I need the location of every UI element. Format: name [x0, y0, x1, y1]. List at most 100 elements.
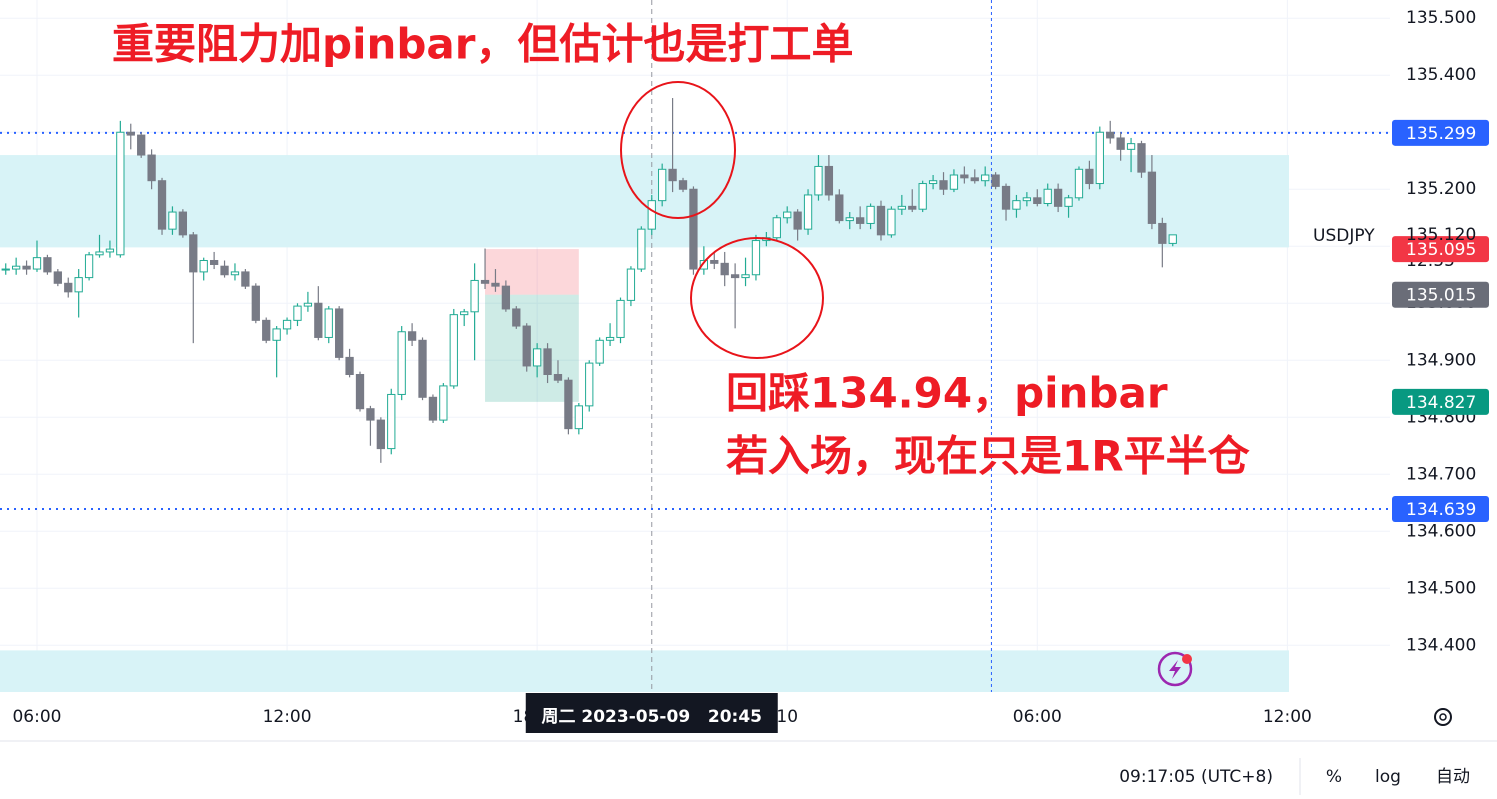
candle-body: [626, 268, 636, 301]
candle-body: [1022, 197, 1032, 202]
candle-body: [168, 211, 177, 230]
x-tick-label: 06:00: [12, 707, 61, 727]
candle-body: [428, 396, 438, 421]
candle-body: [64, 282, 73, 293]
candle-body: [668, 168, 677, 182]
candle-body: [1012, 200, 1021, 210]
candle-body: [324, 308, 333, 338]
candle-body: [730, 274, 740, 279]
candle-body: [981, 174, 990, 182]
candle-body: [928, 180, 938, 185]
crosshair-box: [525, 693, 778, 733]
x-tick-label: 12:00: [263, 707, 312, 727]
candle-body: [1106, 131, 1115, 139]
candle-body: [970, 177, 979, 182]
candle-body: [512, 308, 521, 327]
candle-body: [335, 308, 344, 358]
candle-body: [553, 374, 563, 381]
crosshair-label: 周二 2023-05-09 20:45: [541, 707, 762, 727]
candle-body: [12, 265, 21, 270]
candle-body: [595, 339, 604, 364]
log-toggle[interactable]: log: [1375, 767, 1401, 787]
candle-body: [470, 279, 479, 313]
candle-body: [845, 217, 854, 222]
target-price-label-box: [1392, 388, 1489, 415]
candle-body: [230, 271, 240, 276]
candle-body: [407, 331, 417, 341]
candle-body: [137, 134, 146, 156]
candle-body: [126, 131, 135, 136]
symbol-label: USDJPY: [1313, 226, 1375, 246]
target-zone: [485, 294, 579, 402]
candle-body: [32, 257, 42, 270]
candle-body: [522, 325, 531, 367]
line-price-label: 135.299: [1406, 124, 1476, 144]
candle-body: [387, 393, 396, 450]
candle-body: [1043, 188, 1052, 204]
candle-body: [282, 319, 292, 330]
auto-toggle[interactable]: 自动: [1436, 767, 1470, 787]
candle-body: [1033, 197, 1042, 204]
candle-body: [1064, 197, 1073, 207]
candle-body: [574, 405, 583, 430]
settings-icon[interactable]: [1434, 708, 1452, 726]
candle-body: [199, 259, 208, 273]
candle-body: [355, 374, 365, 410]
line-price-label: 134.639: [1406, 500, 1476, 520]
candle-body: [460, 311, 469, 316]
candle-body: [678, 180, 688, 190]
candle-body: [699, 259, 709, 270]
candle-body: [147, 154, 156, 182]
candle-body: [637, 228, 646, 270]
y-tick-label: 135.400: [1406, 65, 1476, 85]
line-price-label-box: [1392, 119, 1489, 146]
candle-body: [543, 348, 552, 376]
candle-body: [991, 174, 1000, 187]
x-tick-label: 06:00: [1013, 707, 1062, 727]
highlight-circle: [690, 237, 824, 359]
candle-body: [272, 328, 281, 341]
candle-body: [689, 188, 698, 270]
candle-body: [876, 205, 886, 236]
candle-body: [53, 271, 62, 284]
annotation: 回踩134.94，pinbar: [726, 369, 1168, 418]
candle-body: [803, 194, 813, 230]
annotation: 若入场，现在只是1R平半仓: [726, 432, 1251, 481]
candle-body: [220, 265, 229, 276]
target-price-label: 134.827: [1406, 393, 1476, 413]
candle-body: [314, 302, 323, 338]
x-tick-label: 12:00: [1263, 707, 1312, 727]
highlight-circle: [620, 81, 736, 219]
candle-body: [189, 234, 198, 273]
candle-body: [84, 254, 94, 279]
candle-body: [116, 131, 125, 256]
candle-body: [1137, 143, 1146, 173]
candle-body: [751, 240, 761, 276]
gear[interactable]: [1434, 708, 1452, 726]
candle-body: [241, 271, 250, 287]
clock: 09:17:05 (UTC+8): [1119, 767, 1273, 787]
candle-body: [22, 265, 31, 270]
candle-body: [897, 205, 906, 210]
stop-price-label: 135.095: [1406, 240, 1476, 260]
candle-body: [605, 336, 615, 341]
y-tick-label: 134.400: [1406, 635, 1476, 655]
candle-body: [1158, 222, 1167, 244]
stop-zone: [485, 249, 579, 295]
candle-body: [501, 285, 511, 310]
candle-body: [856, 217, 865, 224]
zone: [0, 650, 1289, 692]
candle-body: [616, 299, 625, 338]
candle-body: [397, 331, 406, 395]
candle-body: [1116, 137, 1125, 150]
candle-body: [262, 319, 271, 341]
candle-body: [449, 314, 458, 387]
alert-icon[interactable]: [1157, 651, 1193, 687]
percent-toggle[interactable]: %: [1326, 767, 1342, 787]
candle-body: [658, 168, 667, 202]
candle-body: [293, 305, 302, 321]
candle-body: [824, 165, 834, 196]
candle-body: [866, 205, 875, 224]
candle-body: [178, 211, 188, 236]
candle-body: [491, 282, 500, 287]
